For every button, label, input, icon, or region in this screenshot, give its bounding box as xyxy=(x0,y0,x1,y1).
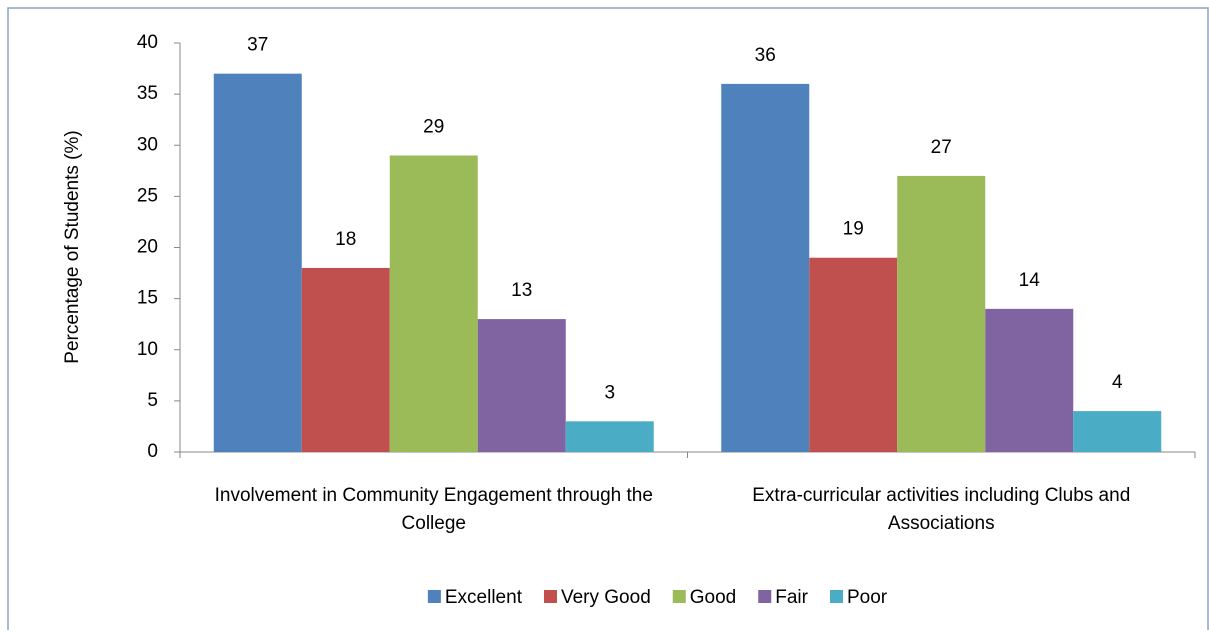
x-tick-label: Involvement in Community Engagement thro… xyxy=(214,485,653,534)
y-tick-label: 20 xyxy=(137,237,158,258)
bar xyxy=(301,267,390,452)
bar xyxy=(1073,411,1162,452)
bar xyxy=(721,83,810,453)
data-label: 4 xyxy=(1112,372,1123,393)
category-label-box: Extra-curricular activities including Cl… xyxy=(752,485,1131,534)
y-tick-label: 10 xyxy=(137,339,158,360)
data-label: 27 xyxy=(931,137,952,158)
bar xyxy=(477,319,566,452)
y-tick-label: 15 xyxy=(137,288,158,309)
bar xyxy=(809,257,898,452)
legend-label: Good xyxy=(690,587,736,608)
legend-label: Poor xyxy=(847,587,888,608)
bar xyxy=(389,155,478,452)
legend-swatch xyxy=(427,590,441,603)
data-label: 3 xyxy=(604,382,615,403)
legend-swatch xyxy=(829,590,843,603)
data-label: 14 xyxy=(1019,270,1041,291)
legend-swatch xyxy=(758,590,772,603)
bar xyxy=(897,175,986,453)
chart-frame xyxy=(7,7,1209,635)
data-label: 19 xyxy=(843,219,864,240)
legend-label: Fair xyxy=(775,587,808,608)
y-axis-label: Percentage of Students (%) xyxy=(62,130,83,363)
category-label-box: Involvement in Community Engagement thro… xyxy=(214,485,653,534)
legend: Excellent Very Good Good Fair Poor xyxy=(427,587,888,608)
y-tick-label: 0 xyxy=(147,441,158,462)
data-label: 36 xyxy=(755,45,776,66)
y-tick-label: 35 xyxy=(137,83,158,104)
data-label: 13 xyxy=(511,280,532,301)
data-label: 29 xyxy=(423,116,444,137)
legend-swatch xyxy=(543,590,557,603)
legend-label: Excellent xyxy=(445,587,523,608)
y-tick-label: 30 xyxy=(137,134,158,155)
data-label: 18 xyxy=(335,229,356,250)
legend-swatch xyxy=(672,590,686,603)
y-tick-label: 5 xyxy=(147,390,158,411)
legend-label: Very Good xyxy=(561,587,651,608)
y-tick-label: 25 xyxy=(137,185,158,206)
bar xyxy=(565,421,654,452)
bar xyxy=(213,73,302,453)
x-tick-label: Extra-curricular activities including Cl… xyxy=(752,485,1131,534)
y-tick-label: 40 xyxy=(137,32,158,53)
bar xyxy=(985,308,1074,452)
data-label: 37 xyxy=(247,35,268,56)
